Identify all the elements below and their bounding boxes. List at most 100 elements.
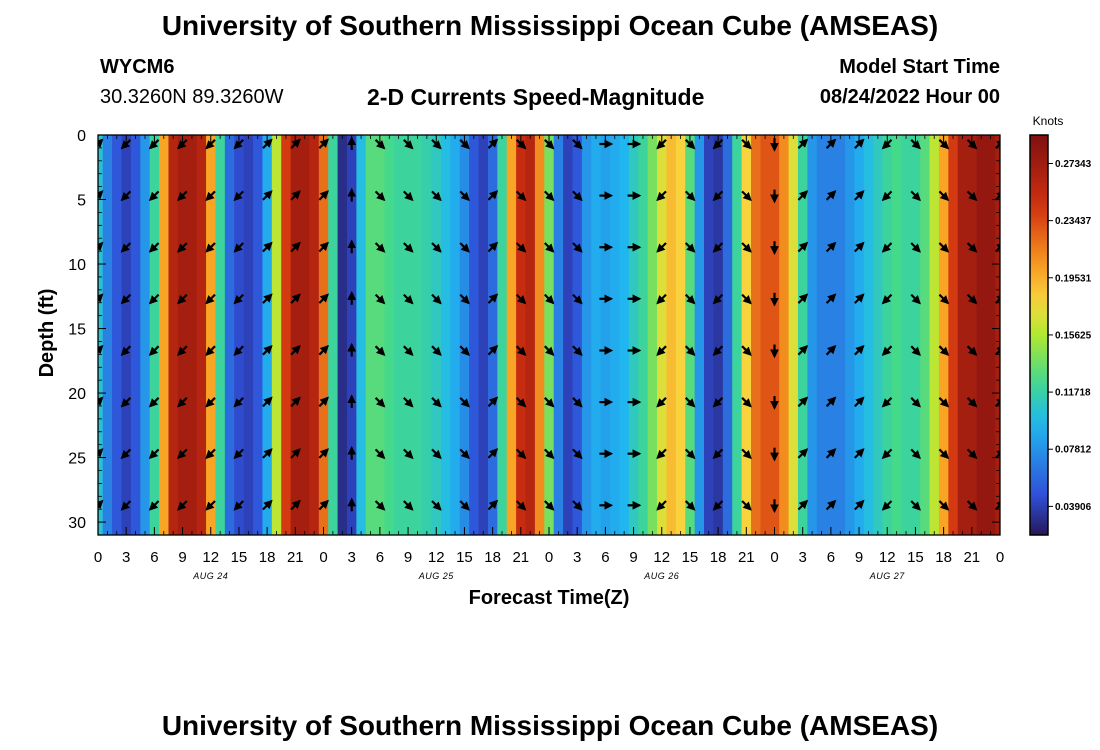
x-tick-label: 12	[202, 549, 219, 566]
current-arrow	[318, 190, 329, 201]
current-arrow	[148, 397, 160, 408]
x-tick-label: 9	[404, 549, 412, 566]
current-arrow	[515, 139, 527, 150]
heatmap-cell	[957, 135, 968, 535]
current-arrow	[487, 396, 499, 408]
heatmap-cell	[478, 135, 489, 535]
current-arrow	[938, 293, 950, 305]
heatmap-cell	[431, 135, 442, 535]
heatmap-cell	[863, 135, 874, 535]
current-arrow	[431, 139, 442, 150]
current-arrow	[431, 500, 442, 511]
heatmap-cell	[657, 135, 668, 535]
current-arrow	[515, 293, 527, 305]
heatmap-cell	[882, 135, 893, 535]
heatmap-cell	[516, 135, 527, 535]
colorbar-tick-label: 0.07812	[1055, 445, 1092, 456]
x-tick-label: 6	[601, 549, 609, 566]
heatmap-cell	[835, 135, 846, 535]
current-arrow	[881, 293, 893, 305]
current-arrow	[205, 397, 216, 408]
current-arrow	[572, 293, 583, 305]
heatmap-cell	[591, 135, 602, 535]
current-arrow	[290, 448, 301, 459]
current-arrow	[120, 190, 132, 202]
current-arrow	[881, 242, 893, 253]
current-arrow	[544, 139, 555, 150]
current-arrow	[881, 345, 893, 356]
current-arrow	[797, 448, 809, 459]
current-arrow	[148, 448, 160, 460]
current-arrow	[205, 139, 216, 150]
current-arrow	[374, 242, 386, 253]
current-arrow	[148, 293, 160, 305]
current-arrow	[684, 448, 696, 460]
heatmap-cell	[534, 135, 545, 535]
current-arrow	[98, 190, 104, 200]
x-tick-label: 0	[770, 549, 778, 566]
current-arrow	[910, 397, 921, 408]
current-arrow	[120, 448, 132, 460]
heatmap-cell	[901, 135, 912, 535]
heatmap-cell	[300, 135, 311, 535]
heatmap-cell	[393, 135, 404, 535]
current-arrow	[995, 499, 1000, 511]
x-axis-label: Forecast Time(Z)	[469, 587, 630, 609]
current-arrow	[290, 396, 301, 408]
axes: 0 3 6 9 12 15 18 21 0 3 6 9 12 15 18 21 0 3 6 9 12 15 18 21 0 3 6 9…	[68, 128, 1004, 581]
current-arrow	[825, 293, 837, 304]
heatmap-cell	[206, 135, 217, 535]
current-arrow	[431, 242, 442, 253]
heatmap-cell	[807, 135, 818, 535]
y-tick-label: 0	[77, 128, 86, 145]
current-arrow	[825, 396, 837, 408]
heatmap-cell	[224, 135, 235, 535]
current-arrow	[656, 448, 667, 460]
current-arrow	[318, 344, 329, 356]
heatmap-cell	[365, 135, 376, 535]
current-arrow	[431, 345, 442, 356]
y-tick-label: 25	[68, 451, 86, 468]
current-arrow	[98, 344, 104, 355]
model-start-value: 08/24/2022 Hour 00	[819, 86, 1000, 108]
current-arrow	[854, 190, 865, 201]
heatmap-cell	[337, 135, 348, 535]
current-arrow	[318, 499, 329, 511]
current-arrow	[177, 242, 188, 253]
current-arrow	[177, 448, 188, 460]
current-arrow	[120, 242, 132, 253]
current-arrow	[741, 397, 752, 408]
x-tick-label: 9	[629, 549, 637, 566]
current-arrow	[148, 500, 160, 511]
current-arrow	[177, 500, 188, 511]
current-arrow	[938, 397, 950, 408]
current-arrow	[148, 139, 160, 150]
current-arrow	[374, 397, 386, 408]
current-arrow	[459, 190, 470, 202]
heatmap-cell	[271, 135, 282, 535]
heatmap-cell	[140, 135, 151, 535]
station-id: WYCM6	[100, 56, 175, 78]
heatmap-cell	[440, 135, 451, 535]
heatmap-cell	[253, 135, 264, 535]
current-arrow	[290, 241, 301, 253]
current-arrow	[290, 293, 301, 304]
current-arrow	[656, 242, 667, 253]
current-arrow	[656, 345, 667, 356]
x-tick-label: 6	[376, 549, 384, 566]
current-arrow	[544, 190, 555, 202]
y-axis-label: Depth (ft)	[36, 289, 58, 378]
current-arrow	[98, 293, 104, 303]
heatmap-cell	[666, 135, 677, 535]
current-arrow	[262, 241, 273, 253]
current-arrow	[854, 293, 865, 304]
current-arrow	[403, 242, 414, 253]
x-tick-label: 21	[287, 549, 304, 566]
current-arrow	[910, 242, 921, 253]
colorbar-tick-label: 0.19531	[1055, 273, 1092, 284]
current-arrow	[684, 190, 696, 202]
heatmap-cell	[243, 135, 254, 535]
current-arrow	[797, 241, 809, 253]
heatmap-cell	[318, 135, 329, 535]
current-arrow	[995, 293, 1000, 304]
